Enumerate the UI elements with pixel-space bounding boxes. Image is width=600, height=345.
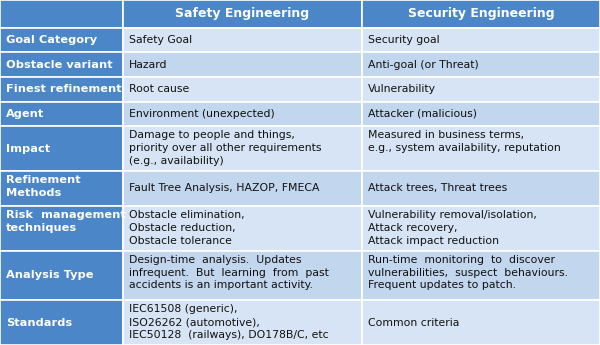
Text: Security goal: Security goal xyxy=(368,35,439,45)
FancyBboxPatch shape xyxy=(0,250,123,300)
FancyBboxPatch shape xyxy=(123,102,362,126)
Text: Agent: Agent xyxy=(6,109,44,119)
FancyBboxPatch shape xyxy=(123,171,362,206)
FancyBboxPatch shape xyxy=(123,206,362,250)
Text: Attack trees, Threat trees: Attack trees, Threat trees xyxy=(368,184,507,194)
Text: Obstacle elimination,
Obstacle reduction,
Obstacle tolerance: Obstacle elimination, Obstacle reduction… xyxy=(129,210,245,246)
Text: Root cause: Root cause xyxy=(129,84,189,94)
FancyBboxPatch shape xyxy=(362,77,600,102)
Text: Security Engineering: Security Engineering xyxy=(407,7,554,20)
FancyBboxPatch shape xyxy=(0,300,123,345)
Text: Risk  management
techniques: Risk management techniques xyxy=(6,210,126,233)
FancyBboxPatch shape xyxy=(123,300,362,345)
FancyBboxPatch shape xyxy=(362,206,600,250)
Text: Refinement
Methods: Refinement Methods xyxy=(6,175,80,198)
FancyBboxPatch shape xyxy=(362,300,600,345)
FancyBboxPatch shape xyxy=(0,52,123,77)
FancyBboxPatch shape xyxy=(0,77,123,102)
Text: Vulnerability: Vulnerability xyxy=(368,84,436,94)
FancyBboxPatch shape xyxy=(362,28,600,52)
Text: Impact: Impact xyxy=(6,144,50,154)
FancyBboxPatch shape xyxy=(362,171,600,206)
Text: Finest refinement: Finest refinement xyxy=(6,84,122,94)
Text: Safety Goal: Safety Goal xyxy=(129,35,192,45)
FancyBboxPatch shape xyxy=(0,171,123,206)
Text: Anti-goal (or Threat): Anti-goal (or Threat) xyxy=(368,60,479,70)
Text: Fault Tree Analysis, HAZOP, FMECA: Fault Tree Analysis, HAZOP, FMECA xyxy=(129,184,320,194)
FancyBboxPatch shape xyxy=(0,126,123,171)
FancyBboxPatch shape xyxy=(123,28,362,52)
FancyBboxPatch shape xyxy=(0,206,123,250)
Text: Damage to people and things,
priority over all other requirements
(e.g., availab: Damage to people and things, priority ov… xyxy=(129,130,322,166)
FancyBboxPatch shape xyxy=(123,0,362,28)
FancyBboxPatch shape xyxy=(0,0,123,28)
FancyBboxPatch shape xyxy=(0,102,123,126)
Text: Common criteria: Common criteria xyxy=(368,318,459,328)
Text: IEC61508 (generic),
ISO26262 (automotive),
IEC50128  (railways), DO178B/C, etc: IEC61508 (generic), ISO26262 (automotive… xyxy=(129,304,329,340)
FancyBboxPatch shape xyxy=(0,28,123,52)
FancyBboxPatch shape xyxy=(123,52,362,77)
FancyBboxPatch shape xyxy=(362,250,600,300)
Text: Measured in business terms,
e.g., system availability, reputation: Measured in business terms, e.g., system… xyxy=(368,130,560,153)
Text: Obstacle variant: Obstacle variant xyxy=(6,60,113,70)
Text: Run-time  monitoring  to  discover
vulnerabilities,  suspect  behaviours.
Freque: Run-time monitoring to discover vulnerab… xyxy=(368,255,568,290)
Text: Safety Engineering: Safety Engineering xyxy=(175,7,310,20)
Text: Attacker (malicious): Attacker (malicious) xyxy=(368,109,477,119)
Text: Hazard: Hazard xyxy=(129,60,167,70)
Text: Environment (unexpected): Environment (unexpected) xyxy=(129,109,275,119)
Text: Analysis Type: Analysis Type xyxy=(6,270,94,280)
FancyBboxPatch shape xyxy=(362,0,600,28)
Text: Standards: Standards xyxy=(6,318,72,328)
Text: Goal Category: Goal Category xyxy=(6,35,97,45)
Text: Design-time  analysis.  Updates
infrequent.  But  learning  from  past
accidents: Design-time analysis. Updates infrequent… xyxy=(129,255,329,290)
FancyBboxPatch shape xyxy=(123,77,362,102)
FancyBboxPatch shape xyxy=(362,102,600,126)
FancyBboxPatch shape xyxy=(362,52,600,77)
Text: Vulnerability removal/isolation,
Attack recovery,
Attack impact reduction: Vulnerability removal/isolation, Attack … xyxy=(368,210,536,246)
FancyBboxPatch shape xyxy=(123,250,362,300)
FancyBboxPatch shape xyxy=(362,126,600,171)
FancyBboxPatch shape xyxy=(123,126,362,171)
